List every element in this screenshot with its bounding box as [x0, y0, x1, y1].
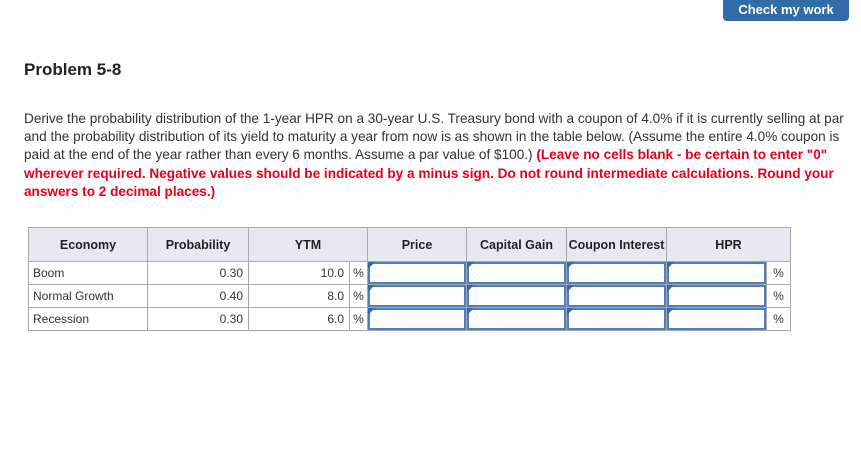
problem-description: Derive the probability distribution of t… — [24, 110, 854, 201]
cell-marker-icon — [567, 308, 574, 315]
ytm-percent-sign: % — [349, 307, 368, 331]
price-input[interactable] — [368, 285, 466, 307]
cell-marker-icon — [467, 262, 474, 269]
ytm-percent-sign: % — [349, 284, 368, 308]
price-input[interactable] — [368, 308, 466, 330]
ytm-cell: 8.0 — [248, 284, 350, 308]
capital-gain-input[interactable] — [467, 285, 566, 307]
header-ytm: YTM — [248, 227, 368, 262]
price-input[interactable] — [368, 262, 466, 284]
hpr-input[interactable] — [667, 285, 766, 307]
hpr-cell — [666, 307, 767, 331]
hpr-input[interactable] — [667, 308, 766, 330]
cell-marker-icon — [368, 308, 375, 315]
problem-title: Problem 5-8 — [24, 60, 122, 79]
economy-cell: Normal Growth — [28, 284, 148, 308]
hpr-percent-sign: % — [766, 261, 791, 285]
cell-marker-icon — [467, 285, 474, 292]
hpr-cell — [666, 284, 767, 308]
cell-marker-icon — [567, 262, 574, 269]
capital-gain-cell — [466, 261, 567, 285]
cell-marker-icon — [368, 262, 375, 269]
table-row: Boom 0.30 10.0 % % — [28, 261, 791, 285]
economy-cell: Boom — [28, 261, 148, 285]
coupon-interest-cell — [566, 261, 667, 285]
ytm-cell: 10.0 — [248, 261, 350, 285]
coupon-interest-input[interactable] — [567, 262, 666, 284]
probability-cell: 0.40 — [147, 284, 249, 308]
coupon-interest-input[interactable] — [567, 308, 666, 330]
hpr-percent-sign: % — [766, 307, 791, 331]
header-price: Price — [367, 227, 467, 262]
cell-marker-icon — [667, 285, 674, 292]
capital-gain-input[interactable] — [467, 308, 566, 330]
check-my-work-button[interactable]: Check my work — [723, 0, 849, 21]
coupon-interest-input[interactable] — [567, 285, 666, 307]
header-capital-gain: Capital Gain — [466, 227, 567, 262]
table-header-row: Economy Probability YTM Price Capital Ga… — [28, 227, 791, 262]
hpr-percent-sign: % — [766, 284, 791, 308]
header-probability: Probability — [147, 227, 249, 262]
ytm-cell: 6.0 — [248, 307, 350, 331]
header-economy: Economy — [28, 227, 148, 262]
header-coupon-interest: Coupon Interest — [566, 227, 667, 262]
header-hpr: HPR — [666, 227, 791, 262]
probability-cell: 0.30 — [147, 261, 249, 285]
cell-marker-icon — [467, 308, 474, 315]
price-cell — [367, 284, 467, 308]
capital-gain-cell — [466, 284, 567, 308]
ytm-percent-sign: % — [349, 261, 368, 285]
problem-instruction: (Leave no cells blank - be certain to en… — [24, 147, 834, 199]
table-row: Recession 0.30 6.0 % % — [28, 307, 791, 331]
cell-marker-icon — [667, 308, 674, 315]
table-row: Normal Growth 0.40 8.0 % % — [28, 284, 791, 308]
cell-marker-icon — [667, 262, 674, 269]
economy-cell: Recession — [28, 307, 148, 331]
hpr-input[interactable] — [667, 262, 766, 284]
problem-text: Derive the probability distribution of t… — [24, 111, 844, 163]
cell-marker-icon — [567, 285, 574, 292]
probability-cell: 0.30 — [147, 307, 249, 331]
price-cell — [367, 307, 467, 331]
capital-gain-cell — [466, 307, 567, 331]
hpr-cell — [666, 261, 767, 285]
capital-gain-input[interactable] — [467, 262, 566, 284]
coupon-interest-cell — [566, 307, 667, 331]
cell-marker-icon — [368, 285, 375, 292]
price-cell — [367, 261, 467, 285]
coupon-interest-cell — [566, 284, 667, 308]
hpr-table: Economy Probability YTM Price Capital Ga… — [28, 227, 791, 331]
